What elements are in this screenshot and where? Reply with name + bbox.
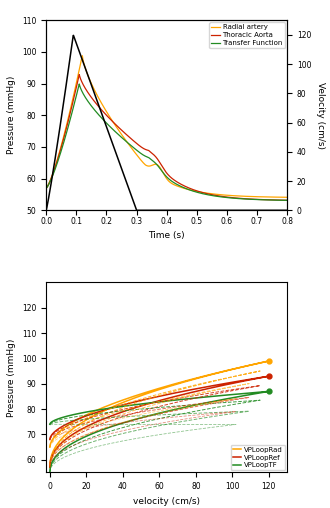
Transfer Function bbox=[142, 152, 146, 158]
VPLoopRef bbox=[75, 417, 79, 423]
VPLoopTF bbox=[267, 388, 271, 394]
VPLoopRef bbox=[220, 383, 224, 389]
Y-axis label: Velocity (cm/s): Velocity (cm/s) bbox=[316, 82, 325, 149]
VPLoopRef bbox=[207, 386, 211, 392]
Radial artery bbox=[44, 185, 48, 191]
Thoracic Aorta bbox=[150, 151, 154, 157]
VPLoopTF bbox=[153, 411, 157, 417]
VPLoopTF bbox=[75, 411, 79, 417]
X-axis label: velocity (cm/s): velocity (cm/s) bbox=[133, 497, 200, 506]
Radial artery bbox=[81, 53, 84, 59]
Thoracic Aorta bbox=[77, 72, 81, 78]
VPLoopRad bbox=[153, 388, 157, 394]
VPLoopRef bbox=[231, 380, 235, 386]
Line: VPLoopRad: VPLoopRad bbox=[50, 361, 269, 467]
VPLoopTF bbox=[48, 421, 52, 427]
VPLoopRef bbox=[48, 436, 52, 442]
VPLoopTF bbox=[220, 397, 224, 403]
Legend: Radial artery, Thoracic Aorta, Transfer Function: Radial artery, Thoracic Aorta, Transfer … bbox=[209, 22, 285, 48]
Transfer Function bbox=[232, 195, 236, 201]
Line: Transfer Function: Transfer Function bbox=[46, 84, 287, 200]
VPLoopRad bbox=[231, 366, 235, 372]
Radial artery bbox=[150, 162, 154, 168]
VPLoopRef bbox=[267, 373, 271, 379]
VPLoopTF bbox=[48, 469, 52, 475]
VPLoopRad bbox=[48, 444, 52, 450]
Radial artery bbox=[285, 194, 289, 200]
X-axis label: Time (s): Time (s) bbox=[148, 231, 185, 240]
VPLoopRef bbox=[108, 414, 112, 420]
Transfer Function bbox=[210, 193, 214, 199]
VPLoopRad bbox=[207, 372, 211, 378]
VPLoopRad bbox=[267, 358, 271, 364]
Legend: VPLoopRad, VPLoopRef, VPLoopTF: VPLoopRad, VPLoopRef, VPLoopTF bbox=[231, 444, 285, 470]
VPLoopRef bbox=[48, 464, 52, 470]
Transfer Function bbox=[285, 197, 289, 203]
VPLoopTF bbox=[108, 424, 112, 430]
VPLoopRad bbox=[75, 417, 79, 423]
Radial artery bbox=[232, 193, 236, 199]
Transfer Function bbox=[44, 185, 48, 191]
Radial artery bbox=[142, 161, 146, 167]
Thoracic Aorta bbox=[237, 195, 241, 201]
VPLoopRad bbox=[48, 464, 52, 470]
Line: VPLoopRef: VPLoopRef bbox=[50, 376, 269, 467]
VPLoopTF bbox=[207, 399, 211, 405]
VPLoopTF bbox=[231, 395, 235, 401]
Y-axis label: Pressure (mmHg): Pressure (mmHg) bbox=[7, 76, 16, 154]
VPLoopRef bbox=[153, 399, 157, 405]
Thoracic Aorta bbox=[69, 108, 73, 114]
Thoracic Aorta bbox=[44, 185, 48, 191]
Radial artery bbox=[237, 193, 241, 199]
Thoracic Aorta bbox=[210, 192, 214, 198]
VPLoopRad bbox=[108, 405, 112, 411]
Line: Radial artery: Radial artery bbox=[46, 56, 287, 197]
Y-axis label: Pressure (mmHg): Pressure (mmHg) bbox=[7, 338, 16, 417]
Transfer Function bbox=[69, 114, 73, 120]
Line: Thoracic Aorta: Thoracic Aorta bbox=[46, 75, 287, 200]
Thoracic Aorta bbox=[285, 197, 289, 203]
Radial artery bbox=[69, 105, 73, 111]
Transfer Function bbox=[150, 157, 154, 164]
Thoracic Aorta bbox=[142, 146, 146, 152]
Transfer Function bbox=[237, 196, 241, 202]
Line: VPLoopTF: VPLoopTF bbox=[50, 391, 269, 472]
Thoracic Aorta bbox=[232, 195, 236, 201]
Transfer Function bbox=[77, 81, 81, 87]
VPLoopRad bbox=[220, 369, 224, 375]
Radial artery bbox=[210, 190, 214, 197]
